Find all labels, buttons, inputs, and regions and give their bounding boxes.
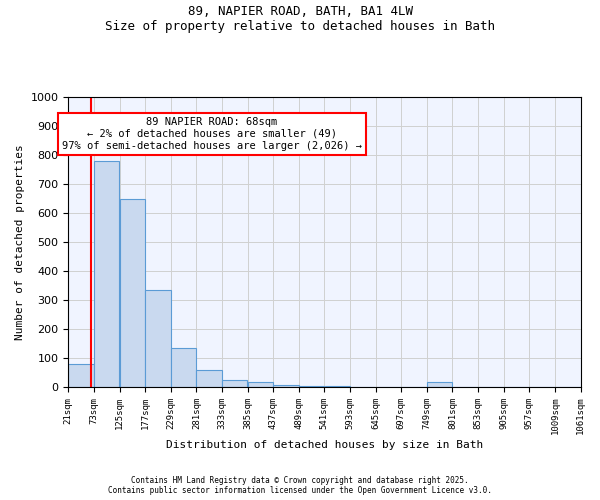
Bar xyxy=(68,364,94,387)
Bar xyxy=(248,382,273,387)
Bar xyxy=(478,386,503,387)
Bar xyxy=(504,386,529,387)
Bar xyxy=(376,386,401,387)
Bar xyxy=(299,386,324,387)
Bar xyxy=(171,348,196,387)
Bar xyxy=(94,161,119,387)
X-axis label: Distribution of detached houses by size in Bath: Distribution of detached houses by size … xyxy=(166,440,483,450)
Bar xyxy=(350,386,376,387)
Text: 89 NAPIER ROAD: 68sqm
← 2% of detached houses are smaller (49)
97% of semi-detac: 89 NAPIER ROAD: 68sqm ← 2% of detached h… xyxy=(62,118,362,150)
Bar xyxy=(427,382,452,387)
Bar xyxy=(273,385,299,387)
Bar xyxy=(401,386,427,387)
Bar xyxy=(222,380,247,387)
Bar xyxy=(555,386,580,387)
Y-axis label: Number of detached properties: Number of detached properties xyxy=(15,144,25,340)
Bar xyxy=(325,386,350,387)
Bar xyxy=(145,290,170,387)
Text: 89, NAPIER ROAD, BATH, BA1 4LW
Size of property relative to detached houses in B: 89, NAPIER ROAD, BATH, BA1 4LW Size of p… xyxy=(105,5,495,33)
Text: Contains HM Land Registry data © Crown copyright and database right 2025.
Contai: Contains HM Land Registry data © Crown c… xyxy=(108,476,492,495)
Bar xyxy=(119,198,145,387)
Bar xyxy=(452,386,478,387)
Bar xyxy=(529,386,555,387)
Bar xyxy=(196,370,222,387)
